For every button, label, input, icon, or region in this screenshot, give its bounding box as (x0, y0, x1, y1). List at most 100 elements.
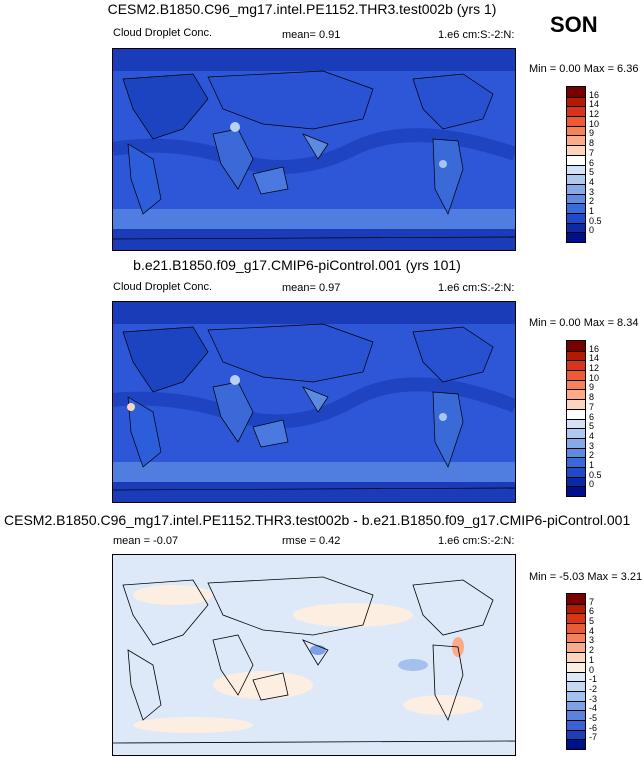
colorbar-swatch (567, 399, 585, 409)
colorbar-swatch (567, 671, 585, 682)
colorbar-tick-label: 16 (589, 89, 600, 100)
colorbar-swatch (567, 710, 585, 720)
colorbar-tick-label: 0 (589, 664, 595, 675)
colorbar-swatch (567, 681, 585, 691)
colorbar-swatch (567, 428, 585, 438)
colorbar-tick-label: 10 (589, 372, 600, 383)
panel2-variable-label: Cloud Droplet Conc. (113, 281, 213, 293)
panel1-colorbar (566, 86, 586, 243)
colorbar-tick-label: 0.5 (589, 469, 602, 480)
colorbar-tick-label: -1 (589, 674, 598, 685)
colorbar-tick-label: 14 (589, 353, 600, 364)
colorbar-tick-label: 3 (589, 440, 595, 451)
colorbar-tick-label: -6 (589, 722, 598, 733)
colorbar-swatch (567, 341, 585, 351)
colorbar-swatch (567, 96, 585, 107)
colorbar-tick-label: 5 (589, 167, 595, 178)
colorbar-swatch (567, 106, 585, 117)
panel1-minmax-label: Min = 0.00 Max = 6.36 (529, 63, 639, 75)
colorbar-tick-label: -7 (589, 732, 598, 743)
colorbar-tick-label: 2 (589, 645, 595, 656)
colorbar-tick-label: 14 (589, 99, 600, 110)
colorbar-tick-label: 6 (589, 157, 595, 168)
colorbar-swatch (567, 661, 585, 672)
colorbar-tick-label: 1 (589, 459, 595, 470)
colorbar-swatch (567, 232, 585, 242)
colorbar-swatch (567, 174, 585, 184)
colorbar-tick-label: 6 (589, 411, 595, 422)
colorbar-swatch (567, 642, 585, 653)
colorbar-swatch (567, 613, 585, 624)
colorbar-swatch (567, 116, 585, 126)
panel3-colorbar (566, 593, 586, 750)
colorbar-swatch (567, 603, 585, 614)
colorbar-swatch (567, 594, 585, 604)
colorbar-tick-label: 9 (589, 128, 595, 139)
colorbar-tick-label: 6 (589, 606, 595, 617)
colorbar-swatch (567, 690, 585, 701)
panel1-map (112, 48, 516, 251)
colorbar-swatch (567, 370, 585, 380)
colorbar-swatch (567, 447, 585, 458)
colorbar-swatch (567, 360, 585, 371)
colorbar-tick-label: 0.5 (589, 215, 602, 226)
colorbar-swatch (567, 389, 585, 400)
colorbar-swatch (567, 739, 585, 749)
colorbar-swatch (567, 193, 585, 204)
colorbar-swatch (567, 623, 585, 633)
panel3-mean-label: mean = -0.07 (113, 535, 179, 547)
colorbar-swatch (567, 164, 585, 175)
colorbar-tick-label: 8 (589, 392, 595, 403)
colorbar-swatch (567, 457, 585, 467)
panel3-rmse-label: rmse = 0.42 (282, 535, 341, 547)
colorbar-swatch (567, 466, 585, 477)
colorbar-swatch (567, 222, 585, 233)
panel1-mean-label: mean= 0.91 (282, 29, 341, 41)
colorbar-swatch (567, 154, 585, 165)
colorbar-tick-label: 1 (589, 654, 595, 665)
panel3-minmax-label: Min = -5.03 Max = 3.21 (529, 571, 643, 583)
colorbar-swatch (567, 408, 585, 419)
panel2-colorbar (566, 340, 586, 497)
colorbar-swatch (567, 183, 585, 194)
colorbar-tick-label: -2 (589, 683, 598, 694)
panel3-map (112, 554, 516, 756)
panel2-mean-label: mean= 0.97 (282, 282, 341, 294)
colorbar-swatch (567, 437, 585, 448)
panel3-title: CESM2.B1850.C96_mg17.intel.PE1152.THR3.t… (4, 512, 631, 528)
colorbar-tick-label: 16 (589, 343, 600, 354)
colorbar-swatch (567, 700, 585, 711)
colorbar-tick-label: 4 (589, 625, 595, 636)
panel2-units-label: 1.e6 cm:S:-2:N: (438, 282, 515, 294)
colorbar-swatch (567, 729, 585, 740)
panel2-map (112, 301, 516, 503)
colorbar-tick-label: 12 (589, 363, 600, 374)
colorbar-tick-label: 7 (589, 401, 595, 412)
panel2-title: b.e21.B1850.f09_g17.CMIP6-piControl.001 … (133, 257, 461, 273)
colorbar-tick-label: -5 (589, 712, 598, 723)
colorbar-tick-label: 7 (589, 147, 595, 158)
colorbar-swatch (567, 350, 585, 361)
colorbar-swatch (567, 145, 585, 155)
panel1-title: CESM2.B1850.C96_mg17.intel.PE1152.THR3.t… (107, 1, 497, 17)
colorbar-swatch (567, 135, 585, 146)
panel2-minmax-label: Min = 0.00 Max = 8.34 (529, 317, 639, 329)
colorbar-tick-label: 3 (589, 635, 595, 646)
colorbar-swatch (567, 476, 585, 487)
colorbar-swatch (567, 418, 585, 429)
panel3-units-label: 1.e6 cm:S:-2:N: (438, 535, 515, 547)
colorbar-tick-label: -4 (589, 703, 598, 714)
colorbar-tick-label: 5 (589, 421, 595, 432)
panel1-units-label: 1.e6 cm:S:-2:N: (438, 29, 515, 41)
colorbar-swatch (567, 212, 585, 223)
colorbar-swatch (567, 203, 585, 213)
season-label: SON (550, 12, 598, 37)
colorbar-swatch (567, 719, 585, 730)
colorbar-tick-label: 7 (589, 596, 595, 607)
colorbar-tick-label: 9 (589, 382, 595, 393)
colorbar-swatch (567, 125, 585, 136)
colorbar-swatch (567, 87, 585, 97)
colorbar-tick-label: 1 (589, 205, 595, 216)
colorbar-swatch (567, 486, 585, 496)
colorbar-tick-label: -3 (589, 693, 598, 704)
